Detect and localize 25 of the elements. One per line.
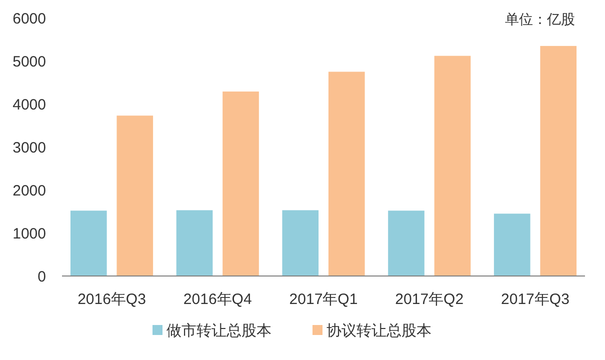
bar: [116, 116, 154, 276]
x-tick-label: 2016年Q4: [183, 291, 252, 308]
annotation: 单位：亿股: [505, 11, 575, 27]
bar: [540, 46, 577, 276]
bar: [434, 56, 471, 276]
y-tick-label: 2000: [12, 182, 46, 200]
x-tick-label: 2017年Q1: [289, 291, 358, 308]
bar: [222, 92, 259, 276]
y-tick-label: 1000: [12, 225, 46, 242]
legend-label: 协议转让总股本: [326, 322, 432, 340]
y-tick-label: 3000: [12, 139, 46, 156]
bar: [176, 210, 213, 276]
bar: [494, 214, 530, 276]
x-tick-label: 2016年Q3: [78, 291, 146, 308]
y-tick-label: 5000: [12, 53, 46, 70]
x-tick-label: 2017年Q2: [395, 291, 464, 308]
bar: [328, 72, 365, 276]
y-tick-label: 0: [38, 268, 46, 286]
legend-label: 做市转让总股本: [166, 322, 272, 340]
bar: [70, 210, 107, 276]
bar: [282, 210, 319, 276]
bar: [388, 210, 424, 276]
y-tick-label: 4000: [12, 96, 46, 114]
y-tick-label: 6000: [12, 10, 46, 28]
x-tick-label: 2017年Q3: [501, 291, 570, 308]
